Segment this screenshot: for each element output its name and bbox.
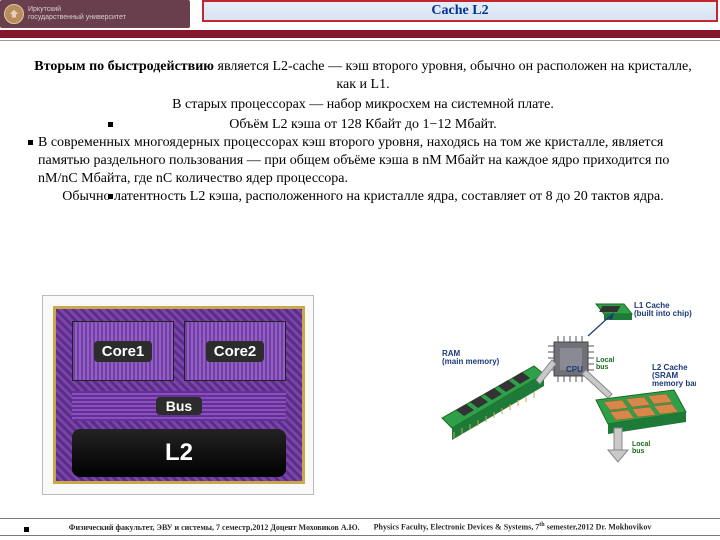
bus-cpu-l2 [582, 370, 612, 398]
para-1: Вторым по быстродействию является L2-cac… [28, 58, 698, 94]
bullet-2: В современных многоядерных процессорах к… [28, 134, 698, 188]
footer-en: Physics Faculty, Electronic Devices & Sy… [374, 522, 652, 532]
bullet-1: Объём L2 кэша от 128 Кбайт до 1−12 Мбайт… [28, 116, 698, 134]
para-1-rest: является L2-cache — кэш второго уровня, … [214, 59, 692, 92]
header: Иркутский государственный университет Ca… [0, 0, 720, 46]
bullet-3: Обычно латентность L2 кэша, расположенно… [28, 188, 698, 206]
slide: Иркутский государственный университет Ca… [0, 0, 720, 540]
cpu-text: CPU [566, 365, 583, 374]
bus-label: Bus [156, 397, 202, 415]
university-name: Иркутский государственный университет [28, 6, 126, 22]
l2-block: L2 [72, 429, 286, 477]
para-2: В старых процессорах — набор микросхем н… [28, 96, 698, 114]
slide-title-box: Cache L2 [202, 0, 718, 22]
l1-sub: (built into chip) [634, 309, 692, 318]
footer: Физический факультет, ЭВУ и системы, 7 с… [0, 518, 720, 536]
header-red-bar [0, 30, 720, 38]
header-thin-line [0, 40, 720, 41]
slide-title: Cache L2 [431, 3, 488, 19]
svg-text:bus: bus [596, 364, 609, 371]
localbus-1: Local [596, 357, 614, 364]
figure-cache-hierarchy: CPU L1 Cache (built into chip) [436, 300, 696, 475]
ram-sub: (main memory) [442, 357, 500, 366]
core1: Core1 [72, 321, 174, 381]
body-text: Вторым по быстродействию является L2-cac… [28, 58, 698, 206]
die: Core1 Core2 Bus L2 [53, 306, 305, 484]
l2-label: L2 [165, 439, 193, 467]
bus-l2-down [614, 428, 622, 450]
para-1-lead: Вторым по быстродействию [34, 59, 214, 74]
l1-cache-icon [588, 304, 632, 336]
footer-en-pre: Physics Faculty, Electronic Devices & Sy… [374, 523, 540, 532]
l2-sub2: memory bank) [652, 379, 696, 388]
university-line1: Иркутский [28, 6, 126, 14]
figure-cpu-die: Core1 Core2 Bus L2 [42, 295, 314, 495]
university-logo-strip: Иркутский государственный университет [0, 0, 190, 28]
footer-en-post: semester,2012 Dr. Mokhovikov [545, 523, 652, 532]
core1-label: Core1 [94, 341, 153, 362]
svg-text:bus: bus [632, 448, 645, 455]
bus: Bus [72, 391, 286, 421]
localbus-2: Local [632, 441, 650, 448]
core2: Core2 [184, 321, 286, 381]
university-line2: государственный университет [28, 14, 126, 22]
core2-label: Core2 [206, 341, 265, 362]
university-crest-icon [4, 4, 24, 24]
ram-icon [442, 366, 544, 440]
footer-ru: Физический факультет, ЭВУ и системы, 7 с… [69, 523, 360, 532]
